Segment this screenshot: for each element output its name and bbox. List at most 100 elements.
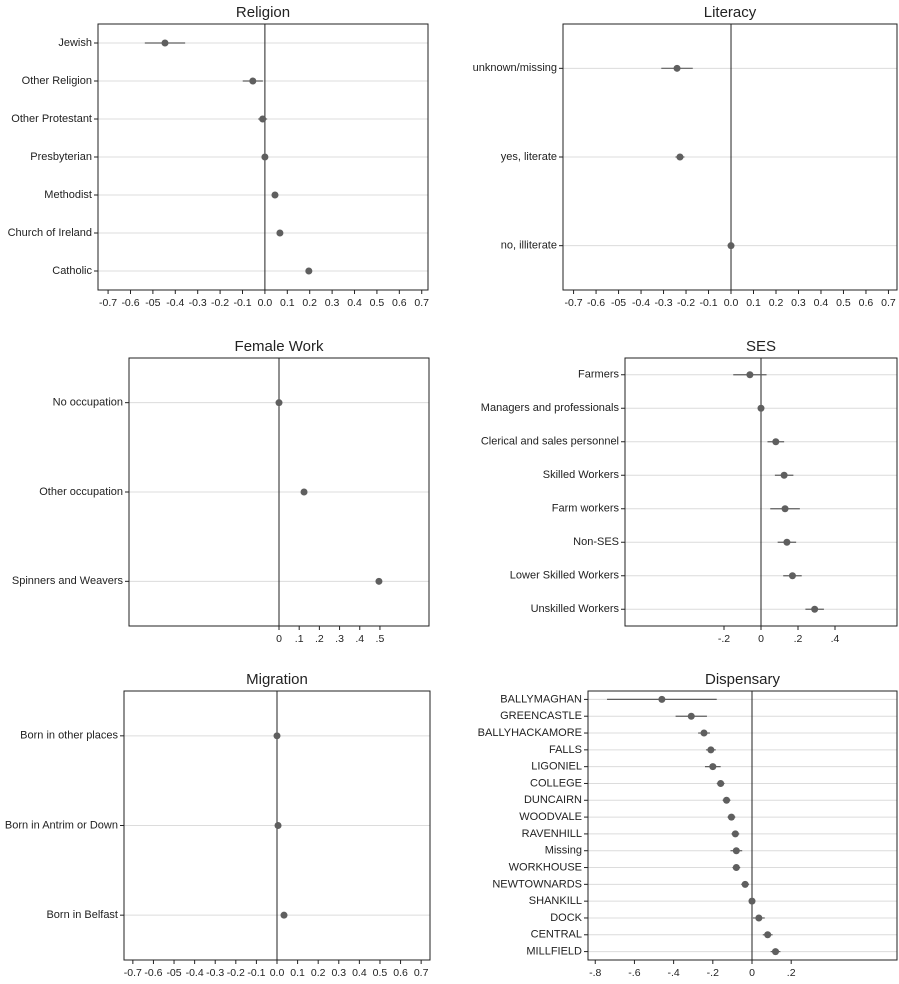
category-label: Non-SES [573,536,619,548]
x-tick-label: 0 [749,967,755,979]
x-tick-label: -0.1 [247,967,265,979]
x-tick-label: 0.1 [746,297,761,309]
x-tick-label: -0.1 [699,297,717,309]
x-tick-label: 0.3 [331,967,346,979]
point [687,712,695,720]
x-tick-label: 0.1 [290,967,305,979]
x-tick-label: 0.3 [325,297,340,309]
point [746,371,754,379]
category-label: Other occupation [39,486,123,498]
x-tick-label: -0.3 [654,297,672,309]
category-label: unknown/missing [473,62,557,74]
x-tick-label: 0.7 [414,297,429,309]
x-tick-label: .4 [355,633,364,645]
x-tick-label: 0.0 [258,297,273,309]
x-tick-label: 0.5 [836,297,851,309]
point [755,914,763,922]
x-tick-label: 0.5 [373,967,388,979]
category-label: Unskilled Workers [531,603,620,615]
panel-title: Dispensary [705,671,781,688]
category-label: Jewish [58,37,92,49]
category-label: WOODVALE [519,811,582,823]
category-label: Spinners and Weavers [12,575,124,587]
x-tick-label: .2 [315,633,324,645]
point [772,948,780,956]
category-label: Skilled Workers [543,469,620,481]
point [259,115,267,123]
point [707,746,715,754]
x-tick-label: -.6 [628,967,640,979]
category-label: BALLYHACKAMORE [478,727,582,739]
point [700,729,708,737]
category-label: Clerical and sales personnel [481,436,619,448]
category-label: NEWTOWNARDS [492,878,582,890]
x-tick-label: 0.5 [370,297,385,309]
category-label: COLLEGE [530,777,582,789]
x-tick-label: 0.7 [414,967,429,979]
x-tick-label: -0.1 [233,297,251,309]
point [783,538,791,546]
x-tick-label: .1 [295,633,304,645]
category-label: CENTRAL [531,929,582,941]
point [261,153,269,161]
category-label: Presbyterian [30,151,92,163]
point [764,931,772,939]
x-tick-label: .3 [335,633,344,645]
x-tick-label: 0.0 [724,297,739,309]
category-label: Born in other places [20,730,118,742]
x-tick-label: -0.7 [565,297,583,309]
category-label: Other Religion [22,75,92,87]
x-tick-label: .4 [831,633,840,645]
point [727,242,735,250]
point [731,830,739,838]
point [161,39,169,47]
x-tick-label: 0.2 [302,297,317,309]
x-tick-label: 0.2 [311,967,326,979]
category-label: WORKHOUSE [509,861,582,873]
point [709,763,717,771]
x-tick-label: -0.3 [206,967,224,979]
point [811,605,819,613]
x-tick-label: .5 [376,633,385,645]
x-tick-label: 0 [758,633,764,645]
x-tick-label: -0.2 [677,297,695,309]
x-tick-label: 0.4 [347,297,362,309]
x-tick-label: -05 [611,297,626,309]
plot-frame [97,23,429,291]
point [741,880,749,888]
x-tick-label: -.2 [707,967,719,979]
category-label: No occupation [53,397,123,409]
category-label: RAVENHILL [522,828,582,840]
x-tick-label: -0.7 [124,967,142,979]
category-label: BALLYMAGHAN [500,693,582,705]
point [780,471,788,479]
x-tick-label: -05 [166,967,181,979]
category-label: Catholic [52,265,92,277]
category-label: no, illiterate [501,240,557,252]
panel-title: Religion [236,4,290,21]
point [732,864,740,872]
point [781,505,789,513]
x-tick-label: 0.4 [352,967,367,979]
panel-title: Female Work [235,338,324,355]
category-label: Managers and professionals [481,402,620,414]
x-tick-label: -0.4 [166,297,184,309]
panel-title: Migration [246,671,308,688]
x-tick-label: -0.6 [587,297,605,309]
category-label: LIGONIEL [531,761,582,773]
plot-frame [562,23,898,291]
point [676,153,684,161]
point [717,779,725,787]
x-tick-label: -.2 [718,633,730,645]
point [305,267,313,275]
panel-title: Literacy [704,4,757,21]
category-label: SHANKILL [529,895,582,907]
category-label: GREENCASTLE [500,710,582,722]
x-tick-label: -0.3 [189,297,207,309]
point [249,77,257,85]
x-tick-label: -0.7 [99,297,117,309]
point [748,897,756,905]
x-tick-label: -0.4 [186,967,204,979]
category-label: Farm workers [552,503,620,515]
